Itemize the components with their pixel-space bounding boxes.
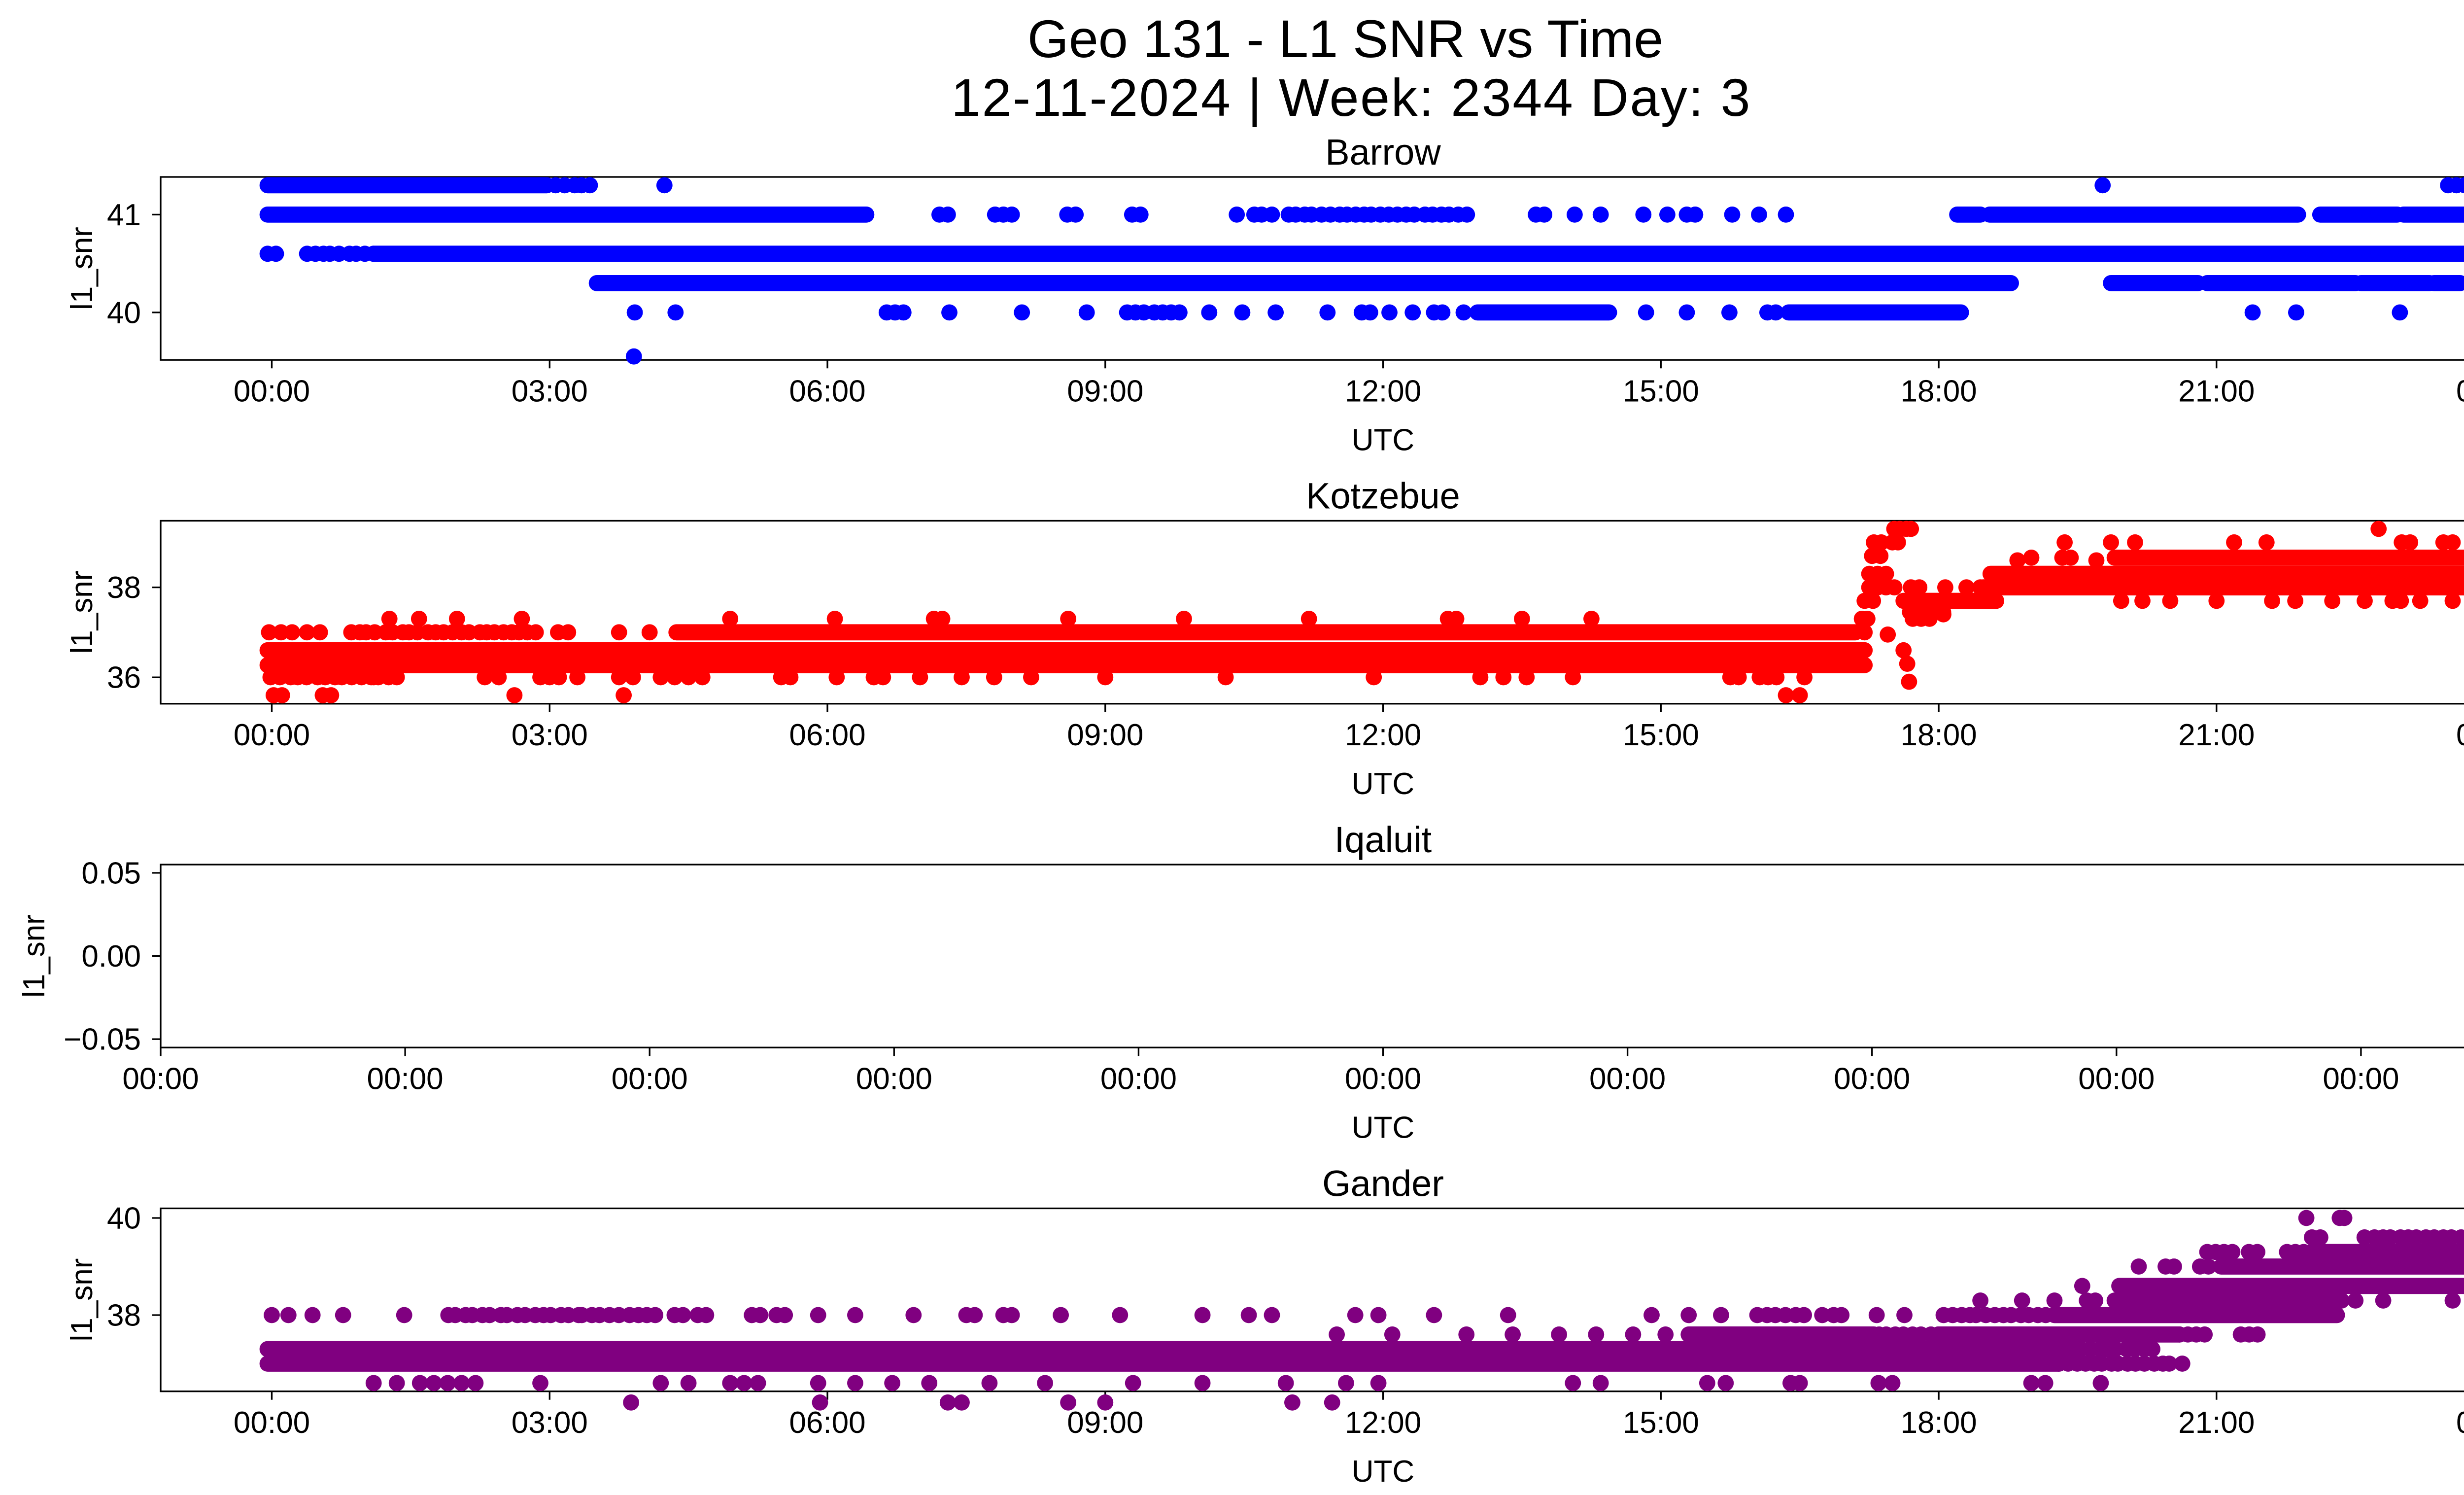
svg-text:l1_snr: l1_snr (65, 571, 99, 654)
svg-text:12:00: 12:00 (1345, 718, 1421, 752)
svg-text:00:00: 00:00 (2078, 1062, 2155, 1096)
svg-text:00:00: 00:00 (612, 1062, 688, 1096)
svg-text:06:00: 06:00 (789, 718, 865, 752)
svg-text:Gander: Gander (1322, 1163, 1444, 1204)
svg-text:00:00: 00:00 (1345, 1062, 1421, 1096)
svg-text:18:00: 18:00 (1901, 375, 1977, 409)
svg-text:l1_snr: l1_snr (65, 227, 99, 310)
svg-text:00:00: 00:00 (1589, 1062, 1666, 1096)
svg-text:09:00: 09:00 (1067, 375, 1143, 409)
svg-text:UTC: UTC (1352, 1111, 1414, 1145)
svg-text:21:00: 21:00 (2178, 375, 2255, 409)
svg-text:03:00: 03:00 (512, 1406, 588, 1440)
svg-text:Barrow: Barrow (1325, 132, 1441, 173)
svg-text:00:00: 00:00 (234, 1406, 310, 1440)
svg-text:00:00: 00:00 (234, 375, 310, 409)
svg-text:21:00: 21:00 (2178, 1406, 2255, 1440)
svg-text:l1_snr: l1_snr (17, 914, 51, 998)
svg-text:00:00: 00:00 (122, 1062, 199, 1096)
svg-text:40: 40 (107, 296, 141, 330)
svg-text:38: 38 (107, 1299, 141, 1333)
svg-text:UTC: UTC (1352, 767, 1414, 801)
svg-text:0.05: 0.05 (81, 856, 141, 890)
svg-text:15:00: 15:00 (1623, 375, 1699, 409)
svg-text:12:00: 12:00 (1345, 1406, 1421, 1440)
svg-text:18:00: 18:00 (1901, 718, 1977, 752)
svg-text:UTC: UTC (1352, 1455, 1414, 1489)
svg-text:00:00: 00:00 (2323, 1062, 2399, 1096)
svg-text:l1_snr: l1_snr (65, 1258, 99, 1342)
svg-text:12:00: 12:00 (1345, 375, 1421, 409)
svg-text:03:00: 03:00 (512, 718, 588, 752)
svg-text:40: 40 (107, 1202, 141, 1236)
svg-text:09:00: 09:00 (1067, 1406, 1143, 1440)
svg-text:00:00: 00:00 (2456, 1406, 2464, 1440)
svg-text:00:00: 00:00 (1834, 1062, 1910, 1096)
svg-text:Kotzebue: Kotzebue (1306, 476, 1460, 517)
svg-text:Geo 131 - L1 SNR vs Time: Geo 131 - L1 SNR vs Time (1027, 9, 1664, 69)
svg-text:0.00: 0.00 (81, 939, 141, 973)
svg-text:UTC: UTC (1352, 423, 1414, 457)
svg-text:06:00: 06:00 (789, 1406, 865, 1440)
svg-text:00:00: 00:00 (2456, 718, 2464, 752)
svg-text:18:00: 18:00 (1901, 1406, 1977, 1440)
svg-text:−0.05: −0.05 (64, 1023, 141, 1057)
svg-text:15:00: 15:00 (1623, 1406, 1699, 1440)
svg-text:03:00: 03:00 (512, 375, 588, 409)
svg-text:Iqaluit: Iqaluit (1335, 819, 1432, 860)
svg-text:36: 36 (107, 661, 141, 695)
svg-text:12-11-2024 | Week: 2344 Day: 3: 12-11-2024 | Week: 2344 Day: 3 (951, 68, 1751, 127)
svg-text:00:00: 00:00 (367, 1062, 444, 1096)
svg-text:09:00: 09:00 (1067, 718, 1143, 752)
svg-text:21:00: 21:00 (2178, 718, 2255, 752)
svg-text:00:00: 00:00 (2456, 375, 2464, 409)
svg-text:06:00: 06:00 (789, 375, 865, 409)
svg-text:00:00: 00:00 (234, 718, 310, 752)
svg-text:00:00: 00:00 (856, 1062, 932, 1096)
svg-text:15:00: 15:00 (1623, 718, 1699, 752)
svg-text:38: 38 (107, 571, 141, 605)
svg-text:00:00: 00:00 (1100, 1062, 1177, 1096)
svg-text:41: 41 (107, 198, 141, 232)
